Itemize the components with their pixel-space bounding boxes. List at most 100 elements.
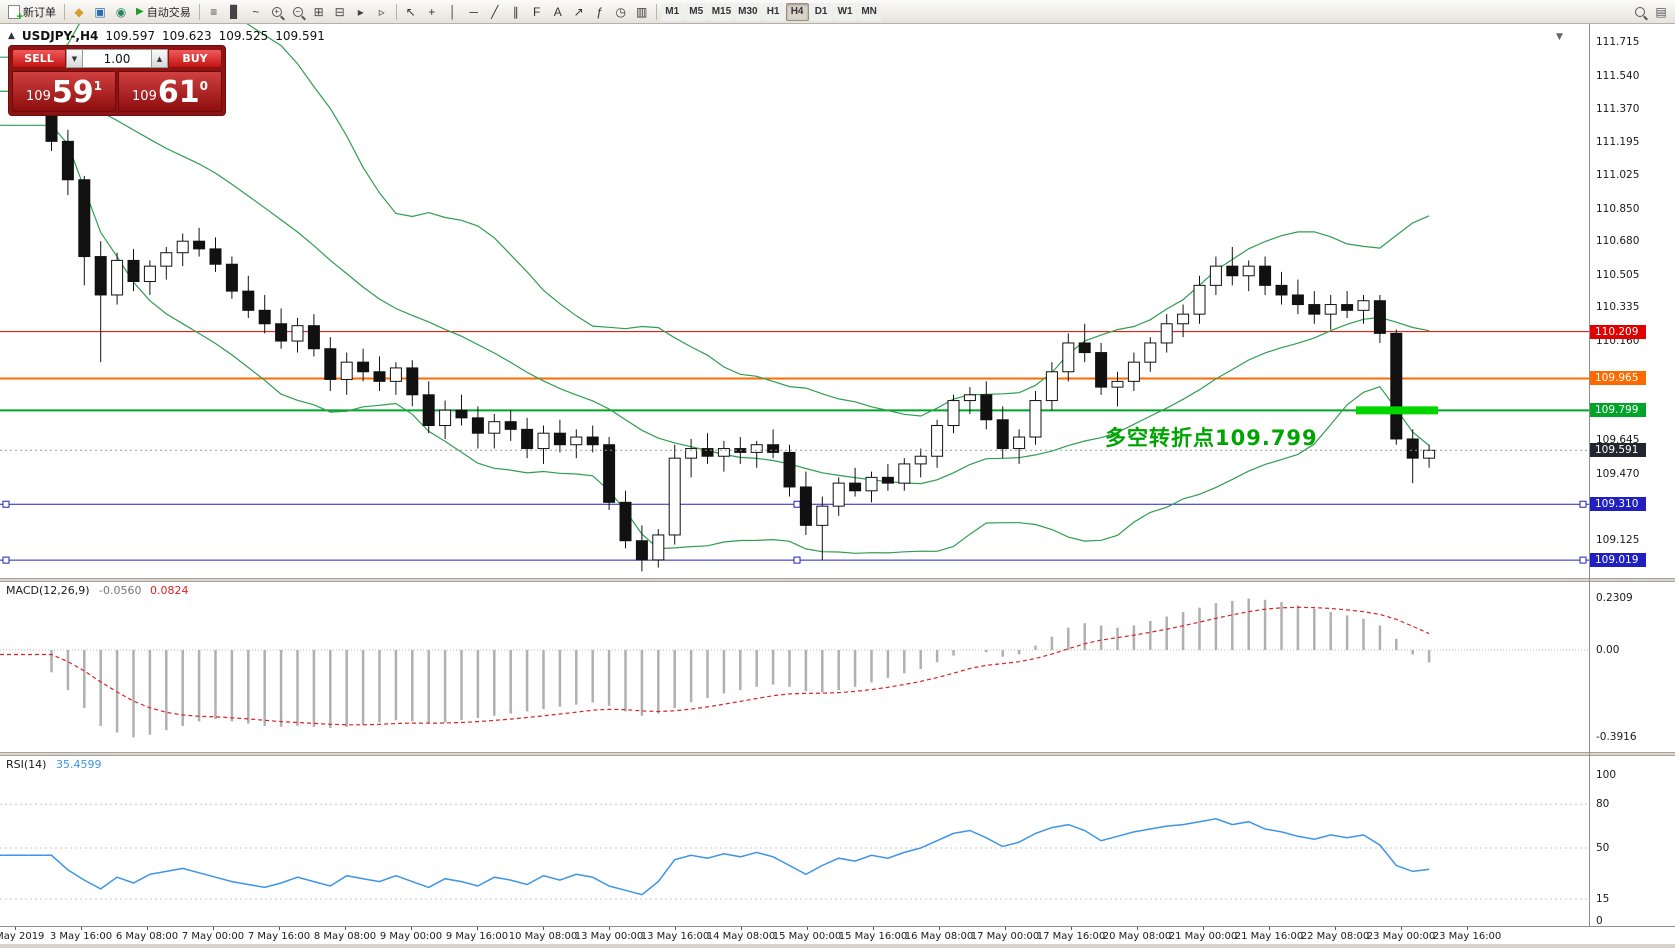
price-axis-label: 110.850	[1596, 202, 1640, 215]
sell-price-button[interactable]: 109 59 1	[12, 71, 116, 112]
new-order-button[interactable]: 新订单	[4, 2, 60, 23]
timeframe-m5-button[interactable]: M5	[684, 2, 708, 21]
macd-name: MACD(12,26,9)	[6, 584, 90, 597]
templates-button[interactable]: ▥	[632, 2, 652, 22]
one-click-collapse-arrow[interactable]: ▲	[8, 31, 15, 41]
auto-scroll-button[interactable]: ▸	[351, 2, 371, 22]
price-axis-label: 111.715	[1596, 36, 1640, 49]
toolbar-separator	[64, 3, 65, 20]
equidistant-channel-button[interactable]: ∥	[506, 2, 526, 22]
navigator-button[interactable]: ◉	[111, 2, 131, 22]
time-axis-label: 21 May 16:00	[1234, 931, 1304, 942]
timeframe-w1-button[interactable]: W1	[833, 2, 857, 21]
time-axis-tick	[1467, 927, 1468, 930]
periods-icon: ◷	[615, 4, 626, 19]
text-button[interactable]: A	[548, 2, 568, 22]
price-tag-109.019: 109.019	[1590, 553, 1646, 568]
line-chart-button[interactable]: ~	[246, 2, 266, 22]
fibonacci-button[interactable]: F	[527, 2, 547, 22]
data-window-button[interactable]: ▣	[90, 2, 110, 22]
buy-price-small: 109	[132, 89, 157, 104]
crosshair-button[interactable]: +	[422, 2, 442, 22]
macd-signal-line	[0, 606, 1430, 726]
scroll-to-end-marker[interactable]: ▼	[1556, 32, 1563, 42]
rsi-panel[interactable]	[0, 756, 1589, 926]
text-icon: A	[553, 4, 562, 19]
timeframe-mn-button[interactable]: MN	[857, 2, 881, 21]
volume-decrease-button[interactable]: ▼	[66, 49, 83, 68]
time-axis-label: 9 May 16:00	[445, 931, 509, 942]
pivot-annotation: 多空转折点109.799	[1105, 426, 1318, 450]
arrow-tool-button[interactable]: ↗	[569, 2, 589, 22]
cursor-button[interactable]: ↖	[401, 2, 421, 22]
periods-button[interactable]: ◷	[611, 2, 631, 22]
price-axis-label: 110.505	[1596, 268, 1640, 281]
timeframe-m30-button[interactable]: M30	[735, 2, 761, 21]
vertical-line-button[interactable]: │	[443, 2, 463, 22]
timeframe-h4-button[interactable]: H4	[785, 2, 809, 21]
volume-input[interactable]: 1.00	[83, 49, 151, 68]
time-axis-tick	[807, 927, 808, 930]
bar-chart-icon: ≡	[210, 4, 218, 19]
candlestick-chart-button[interactable]: ▊	[225, 2, 245, 22]
volume-increase-button[interactable]: ▲	[151, 49, 168, 68]
macd-panel[interactable]	[0, 582, 1589, 752]
market-watch-button[interactable]: ◆	[69, 2, 89, 22]
tile-windows-icon: ⊟	[334, 4, 345, 19]
rsi-axis-label: 100	[1596, 769, 1617, 781]
buy-button[interactable]: BUY	[168, 49, 222, 68]
sell-button[interactable]: SELL	[12, 49, 66, 68]
time-axis-label: 15 May 00:00	[772, 931, 842, 942]
price-tag-110.209: 110.209	[1590, 324, 1646, 339]
grid-button[interactable]: ⊞	[309, 2, 329, 22]
timeframe-m1-button[interactable]: M1	[660, 2, 684, 21]
sell-price-small: 109	[26, 89, 51, 104]
chart-shift-button[interactable]: ▹	[372, 2, 392, 22]
autotrading-button[interactable]: ▶ 自动交易	[132, 2, 195, 22]
toolbar-separator	[395, 3, 397, 20]
ohlc-high: 109.623	[162, 29, 212, 43]
search-button[interactable]	[1630, 2, 1650, 22]
time-axis-label: 6 May 08:00	[115, 931, 179, 942]
price-axis-label: 111.540	[1596, 70, 1640, 83]
search-icon	[1635, 6, 1645, 17]
data-window-icon: ▣	[94, 4, 106, 19]
zoom-in-button[interactable]: +	[267, 2, 287, 22]
horizontal-lines	[0, 331, 1589, 564]
pivot-highlight-segment	[1356, 406, 1438, 415]
chart-shift-icon: ▹	[378, 4, 385, 19]
price-axis-label: 110.335	[1596, 301, 1640, 314]
tile-windows-button[interactable]: ⊟	[330, 2, 350, 22]
toolbar-separator	[655, 3, 657, 20]
buy-price-button[interactable]: 109 61 0	[118, 71, 222, 112]
time-axis-tick	[741, 927, 742, 930]
zoom-out-button[interactable]: −	[288, 2, 308, 22]
time-axis-label: 17 May 16:00	[1036, 931, 1106, 942]
price-axis-border	[1589, 24, 1590, 944]
trendline-button[interactable]: ╱	[485, 2, 505, 22]
time-axis-tick	[543, 927, 544, 930]
buy-price-big: 61	[157, 75, 200, 110]
macd-main-value: -0.0560	[99, 584, 142, 597]
time-axis-label: 13 May 00:00	[574, 931, 644, 942]
timeframe-m15-button[interactable]: M15	[708, 2, 735, 21]
crosshair-icon: +	[428, 4, 436, 19]
toolbar: 新订单 ◆▣◉ ▶ 自动交易 ≡▊~+−⊞⊟▸▹ ↖+│─╱∥FA↗ƒ◷▥ M1…	[0, 0, 1675, 24]
bar-chart-button[interactable]: ≡	[204, 2, 224, 22]
timeframe-h1-button[interactable]: H1	[761, 2, 785, 21]
panel-splitter[interactable]	[0, 752, 1675, 756]
main-chart-panel[interactable]	[0, 24, 1589, 578]
time-axis[interactable]: 3 May 2019 3 May 16:006 May 08:007 May 00…	[0, 926, 1675, 944]
timeframe-d1-button[interactable]: D1	[809, 2, 833, 21]
new-order-label: 新订单	[23, 6, 56, 19]
time-axis-label: 14 May 08:00	[706, 931, 776, 942]
one-click-trading-panel: SELL ▼ 1.00 ▲ BUY 109 59 1 109 61 0	[8, 45, 226, 116]
rsi-axis-label: 0	[1596, 915, 1603, 927]
new-window-button[interactable]: ▤	[1651, 2, 1671, 22]
panel-splitter[interactable]	[0, 578, 1675, 582]
horizontal-line-button[interactable]: ─	[464, 2, 484, 22]
macd-header: MACD(12,26,9) -0.0560 0.0824	[6, 584, 189, 597]
indicators-button[interactable]: ƒ	[590, 2, 610, 22]
time-axis-label: 13 May 16:00	[640, 931, 710, 942]
price-tag-109.591: 109.591	[1590, 443, 1646, 458]
